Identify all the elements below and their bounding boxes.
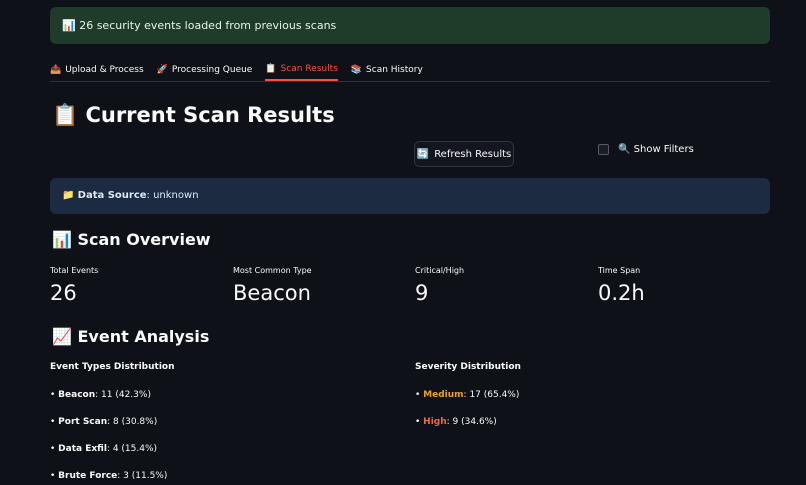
refresh-icon: 🔄 <box>416 148 430 160</box>
success-alert: 📊 26 security events loaded from previou… <box>50 7 770 44</box>
metric-most-common-type: Most Common Type Beacon <box>233 266 312 305</box>
clipboard-icon: 📋 <box>52 103 79 127</box>
outbox-icon: 📤 <box>50 64 62 75</box>
clipboard-icon: 📋 <box>265 63 277 74</box>
tab-bar: 📤 Upload & Process 🚀 Processing Queue 📋 Sca… <box>50 58 770 82</box>
overview-heading: 📊 Scan Overview <box>52 230 211 249</box>
show-filters-label[interactable]: 🔍 Show Filters <box>618 144 694 155</box>
list-item: • Data Exfil: 4 (15.4%) <box>50 444 158 454</box>
list-item: • Beacon: 11 (42.3%) <box>50 390 151 400</box>
rocket-icon: 🚀 <box>156 64 168 75</box>
metric-critical-high: Critical/High 9 <box>415 266 465 305</box>
search-icon: 🔍 <box>618 144 631 155</box>
bar-chart-icon: 📊 <box>62 19 76 32</box>
tab-scan-history[interactable]: 📚 Scan History <box>350 64 423 75</box>
list-item: • High: 9 (34.6%) <box>415 417 497 427</box>
bar-chart-icon: 📊 <box>52 230 72 249</box>
books-icon: 📚 <box>350 64 363 75</box>
list-item: • Medium: 17 (65.4%) <box>415 390 520 400</box>
list-item: • Brute Force: 3 (11.5%) <box>50 471 168 481</box>
tab-processing-queue[interactable]: 🚀 Processing Queue <box>156 64 253 75</box>
list-item: • Port Scan: 8 (30.8%) <box>50 417 158 427</box>
show-filters-checkbox[interactable] <box>598 144 609 155</box>
tab-scan-results[interactable]: 📋 Scan Results <box>265 58 338 81</box>
chart-increasing-icon: 📈 <box>52 327 72 346</box>
event-types-heading: Event Types Distribution <box>50 362 175 372</box>
data-source-info: 📁 Data Source: unknown <box>50 178 770 214</box>
refresh-results-button[interactable]: 🔄 Refresh Results <box>414 141 514 167</box>
metric-total-events: Total Events 26 <box>50 266 99 305</box>
tab-upload-process[interactable]: 📤 Upload & Process <box>50 64 144 75</box>
severity-heading: Severity Distribution <box>415 362 521 372</box>
metric-time-span: Time Span 0.2h <box>598 266 645 305</box>
page-title: 📋 Current Scan Results <box>52 103 335 127</box>
analysis-heading: 📈 Event Analysis <box>52 327 210 346</box>
folder-icon: 📁 <box>62 190 75 201</box>
